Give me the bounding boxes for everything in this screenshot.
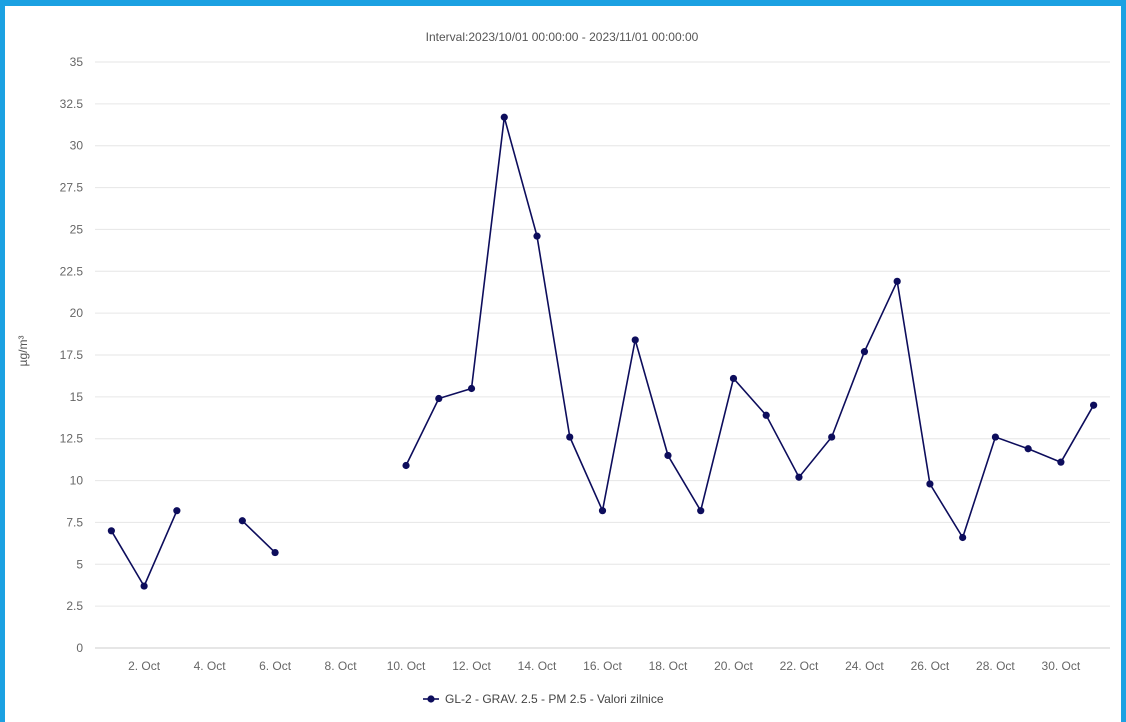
x-tick-label: 4. Oct: [194, 659, 227, 673]
x-tick-label: 28. Oct: [976, 659, 1015, 673]
data-point[interactable]: [271, 548, 279, 557]
x-tick-label: 18. Oct: [649, 659, 688, 673]
grid-lines: [95, 61, 1110, 649]
data-point[interactable]: [926, 480, 934, 488]
data-point[interactable]: [1024, 445, 1032, 453]
y-tick-label: 17.5: [60, 348, 84, 362]
x-tick-label: 16. Oct: [583, 659, 622, 673]
data-point[interactable]: [991, 433, 1000, 441]
series-group: [107, 113, 1098, 590]
y-tick-label: 5: [76, 557, 83, 571]
y-tick-label: 27.5: [60, 181, 84, 195]
y-tick-label: 7.5: [66, 515, 83, 529]
legend-marker: [427, 695, 435, 703]
data-point[interactable]: [762, 411, 770, 419]
x-tick-label: 26. Oct: [911, 659, 950, 673]
data-point[interactable]: [533, 232, 541, 240]
x-tick-label: 30. Oct: [1042, 659, 1081, 673]
x-tick-label: 14. Oct: [518, 659, 557, 673]
x-tick-label: 6. Oct: [259, 659, 292, 673]
line-chart: 0 2.5 5 7.5 10 12.5 15 17.5 20 22.5 25 27.5 30 32.5 35…: [16, 30, 1110, 706]
legend-label: GL-2 - GRAV. 2.5 - PM 2.5 - Valori zilni…: [445, 692, 664, 706]
y-tick-label: 32.5: [60, 97, 84, 111]
y-tick-label: 30: [70, 139, 84, 153]
y-tick-label: 35: [70, 55, 84, 69]
y-tick-label: 25: [70, 222, 84, 236]
y-tick-label: 0: [76, 641, 83, 655]
chart-title: Interval:2023/10/01 00:00:00 - 2023/11/0…: [426, 30, 699, 44]
data-point[interactable]: [238, 517, 246, 525]
y-axis: 0 2.5 5 7.5 10 12.5 15 17.5 20 22.5 25 27.5 30 32.5 35: [60, 55, 84, 655]
data-point[interactable]: [795, 473, 803, 481]
data-point[interactable]: [140, 582, 148, 590]
data-point[interactable]: [893, 277, 901, 285]
data-point[interactable]: [1057, 458, 1065, 466]
series-line: [405, 117, 1095, 540]
data-point[interactable]: [107, 527, 115, 535]
x-tick-label: 24. Oct: [845, 659, 884, 673]
x-tick-label: 8. Oct: [325, 659, 358, 673]
data-point[interactable]: [402, 461, 410, 470]
x-axis: 2. Oct 4. Oct 6. Oct 8. Oct 10. Oct 12. Oct 14…: [128, 659, 1081, 673]
data-point[interactable]: [664, 451, 672, 460]
data-point[interactable]: [500, 113, 508, 121]
data-point[interactable]: [467, 384, 476, 393]
y-tick-label: 22.5: [60, 264, 84, 278]
data-point[interactable]: [729, 374, 738, 383]
y-tick-label: 15: [70, 390, 84, 404]
data-point[interactable]: [631, 336, 639, 344]
x-tick-label: 2. Oct: [128, 659, 161, 673]
y-axis-label: µg/m³: [16, 336, 30, 367]
data-point[interactable]: [566, 433, 574, 441]
data-point[interactable]: [435, 394, 443, 403]
series-line: [241, 520, 276, 554]
y-tick-label: 10: [70, 474, 84, 488]
y-tick-label: 2.5: [66, 599, 83, 613]
data-point[interactable]: [697, 507, 705, 515]
data-point[interactable]: [1090, 401, 1098, 409]
data-point[interactable]: [173, 507, 181, 515]
legend[interactable]: GL-2 - GRAV. 2.5 - PM 2.5 - Valori zilni…: [423, 692, 664, 706]
data-point[interactable]: [598, 507, 607, 515]
x-tick-label: 22. Oct: [780, 659, 819, 673]
y-tick-label: 12.5: [60, 432, 84, 446]
data-point[interactable]: [959, 533, 967, 542]
data-point[interactable]: [828, 433, 836, 441]
x-tick-label: 20. Oct: [714, 659, 753, 673]
data-point[interactable]: [860, 348, 869, 356]
y-tick-label: 20: [70, 306, 84, 320]
x-tick-label: 12. Oct: [452, 659, 491, 673]
x-tick-label: 10. Oct: [387, 659, 426, 673]
